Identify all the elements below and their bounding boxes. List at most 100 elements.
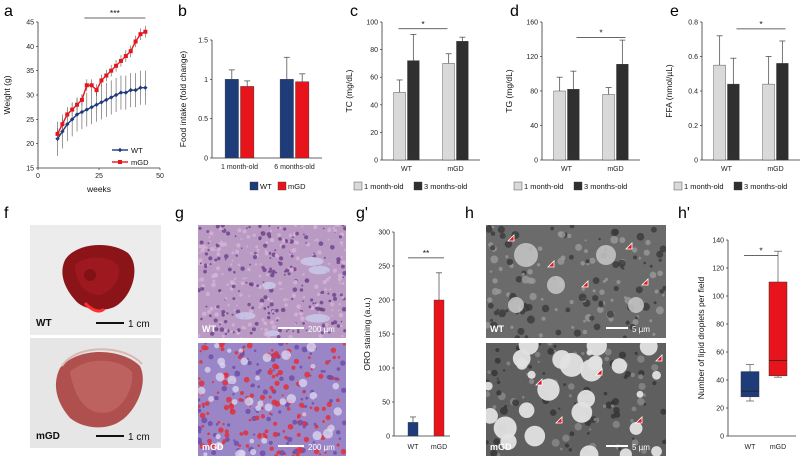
tissue-texture <box>344 248 346 252</box>
lipid-stain-texture <box>201 402 205 406</box>
data-point <box>118 90 124 95</box>
lipid-stain-texture <box>198 430 202 434</box>
organelle-texture <box>645 239 651 246</box>
lipid-stain-texture <box>270 349 274 352</box>
organelle-texture <box>589 315 595 321</box>
y-tick-label: 0 <box>204 156 208 163</box>
lipid-stain-texture <box>281 394 284 397</box>
lipid-stain-texture <box>279 376 284 382</box>
y-tick-label: 20 <box>716 406 724 413</box>
organelle-texture <box>625 320 630 325</box>
tissue-texture <box>235 249 240 254</box>
lipid-stain-texture <box>230 409 233 412</box>
legend-marker <box>117 147 123 153</box>
bar <box>616 64 629 161</box>
organelle-texture <box>608 316 614 322</box>
lipid-stain-texture <box>284 402 290 408</box>
tissue-texture <box>198 288 201 293</box>
tissue-texture <box>242 229 247 234</box>
organelle-texture <box>562 434 570 442</box>
lipid-stain-texture <box>278 410 282 414</box>
organelle-texture <box>618 351 627 359</box>
lipid-droplet <box>552 350 572 369</box>
organelle-texture <box>568 394 572 398</box>
data-point <box>99 78 104 83</box>
legend-label: 3 months-old <box>424 182 467 191</box>
tissue-texture <box>207 242 210 245</box>
tissue-texture <box>237 290 240 293</box>
y-tick-label: 0.5 <box>198 116 208 123</box>
organelle-texture <box>534 351 541 358</box>
tissue-texture <box>226 312 229 315</box>
lipid-stain-texture <box>340 360 346 366</box>
tissue-texture <box>319 300 324 305</box>
legend-swatch <box>513 181 523 191</box>
tissue-texture <box>227 303 230 307</box>
data-point <box>104 73 109 78</box>
organelle-texture <box>499 232 506 239</box>
lipid-stain-texture <box>199 350 202 353</box>
tissue-texture <box>284 303 288 307</box>
tissue-texture <box>218 289 222 293</box>
organelle-texture <box>642 302 650 311</box>
lipid-stain-texture <box>271 354 274 357</box>
tissue-texture <box>271 324 277 330</box>
organelle-texture <box>492 405 497 410</box>
lipid-stain-texture <box>296 432 301 437</box>
tissue-texture <box>270 299 273 303</box>
tissue-texture <box>227 267 232 272</box>
tissue-texture <box>208 323 211 326</box>
lipid-stain-texture <box>295 452 300 456</box>
tissue-texture <box>341 261 343 264</box>
bar <box>553 90 566 161</box>
organelle-texture <box>555 329 562 336</box>
organelle-texture <box>637 397 645 406</box>
tissue-texture <box>264 328 268 332</box>
lipid-stain-texture <box>239 352 245 357</box>
organelle-texture <box>605 401 613 409</box>
tissue-texture <box>340 256 343 259</box>
tissue-texture <box>340 320 343 323</box>
lipid-droplet <box>518 343 539 355</box>
organelle-texture <box>564 443 570 448</box>
lipid-stain-texture <box>226 396 232 403</box>
organelle-texture <box>643 261 647 265</box>
bar <box>295 81 310 159</box>
lipid-stain-texture <box>333 451 337 455</box>
tissue-texture <box>200 247 205 253</box>
tissue-texture <box>290 254 294 258</box>
organelle-texture <box>652 332 656 336</box>
tissue-texture <box>214 258 218 262</box>
tissue-texture <box>246 227 248 230</box>
organelle-texture <box>490 245 496 251</box>
organelle-texture <box>517 327 525 335</box>
organelle-texture <box>487 370 491 374</box>
organelle-texture <box>589 257 596 264</box>
tissue-texture <box>216 266 221 271</box>
tissue-texture <box>208 236 211 239</box>
bar <box>279 79 294 159</box>
lipid-stain-texture <box>216 391 220 394</box>
tissue-texture <box>209 306 214 311</box>
tissue-texture <box>251 327 256 332</box>
x-category-label: mGD <box>431 444 447 451</box>
tissue-texture <box>271 309 275 313</box>
organelle-texture <box>604 356 610 362</box>
tissue-texture <box>297 328 300 332</box>
organelle-texture <box>654 289 659 294</box>
tissue-texture <box>328 227 331 230</box>
organelle-texture <box>549 409 557 416</box>
tissue-texture <box>258 225 262 229</box>
tissue-texture <box>204 263 207 267</box>
lipid-stain-texture <box>257 385 261 389</box>
organelle-texture <box>656 250 664 258</box>
y-tick-label: 0 <box>534 158 538 165</box>
lipid-stain-texture <box>239 432 244 436</box>
x-category-label: mGD <box>770 444 786 451</box>
tissue-texture <box>338 302 341 306</box>
lipid-stain-texture <box>313 448 320 455</box>
tissue-texture <box>216 305 220 309</box>
lipid-stain-texture <box>277 355 281 358</box>
x-axis-label: weeks <box>86 184 111 194</box>
vacuole <box>244 397 254 406</box>
